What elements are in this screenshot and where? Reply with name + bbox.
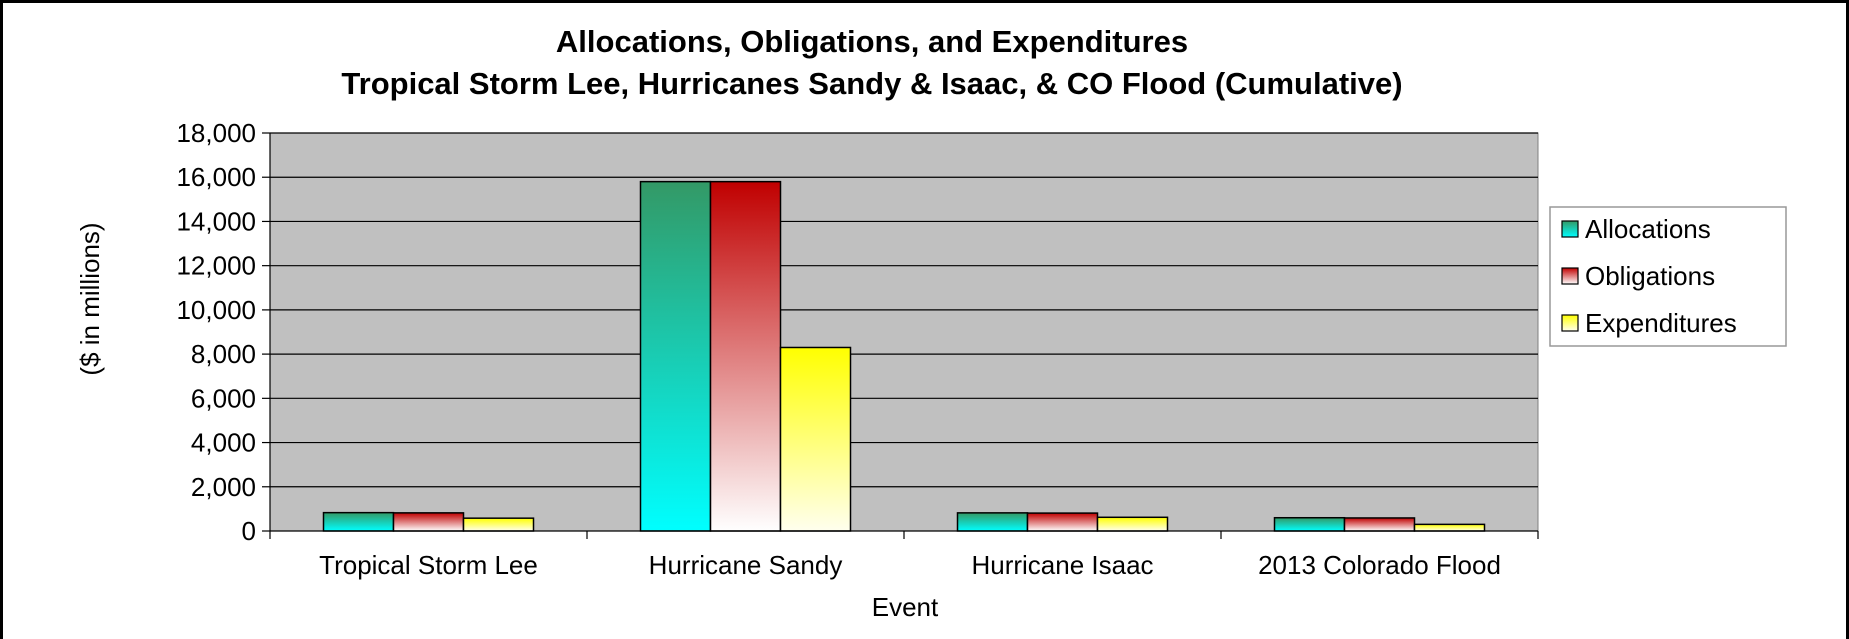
x-tick-label: Hurricane Sandy xyxy=(649,550,843,580)
bar-obligations-3 xyxy=(1343,517,1416,532)
legend-label-obligations: Obligations xyxy=(1585,261,1715,291)
legend-swatch-allocations xyxy=(1561,220,1579,238)
chart-title-line-2: Tropical Storm Lee, Hurricanes Sandy & I… xyxy=(341,66,1402,101)
bar-obligations-1 xyxy=(709,180,782,532)
chart-title-line-1: Allocations, Obligations, and Expenditur… xyxy=(556,24,1188,59)
legend-swatch-obligations xyxy=(1561,267,1579,285)
legend-box xyxy=(1549,206,1787,347)
x-tick-label: Hurricane Isaac xyxy=(971,550,1153,580)
y-tick-label: 2,000 xyxy=(191,472,256,502)
y-tick-label: 18,000 xyxy=(176,118,256,148)
bars xyxy=(322,180,1486,532)
y-tick-label: 4,000 xyxy=(191,428,256,458)
plot-area xyxy=(269,132,1539,532)
legend: Allocations Obligations Expenditures xyxy=(1549,206,1787,347)
x-axis-title: Event xyxy=(872,592,939,622)
x-tick-labels: Tropical Storm Lee Hurricane Sandy Hurrica… xyxy=(319,550,1501,580)
y-tick-label: 12,000 xyxy=(176,251,256,281)
legend-swatch-expenditures xyxy=(1561,314,1579,332)
y-axis-title: ($ in millions) xyxy=(75,222,105,375)
bar-expenditures-0 xyxy=(462,517,535,532)
x-tick-label: Tropical Storm Lee xyxy=(319,550,538,580)
gridlines xyxy=(270,132,1538,488)
y-tick-label: 0 xyxy=(242,516,256,546)
bar-obligations-2 xyxy=(1026,512,1099,532)
y-tick-labels: 0 2,000 4,000 6,000 8,000 10,000 12,000 14,000 1… xyxy=(176,118,256,546)
y-tick-label: 10,000 xyxy=(176,295,256,325)
bar-allocations-3 xyxy=(1273,516,1346,532)
bar-allocations-2 xyxy=(956,512,1029,532)
axes xyxy=(262,132,1539,539)
y-tick-label: 8,000 xyxy=(191,339,256,369)
bar-obligations-0 xyxy=(392,512,465,532)
bar-expenditures-3 xyxy=(1413,523,1486,532)
bar-allocations-0 xyxy=(322,511,395,532)
x-tick-label: 2013 Colorado Flood xyxy=(1258,550,1501,580)
y-tick-label: 16,000 xyxy=(176,162,256,192)
legend-label-expenditures: Expenditures xyxy=(1585,308,1737,338)
bar-allocations-1 xyxy=(639,180,712,532)
y-tick-label: 6,000 xyxy=(191,383,256,413)
legend-label-allocations: Allocations xyxy=(1585,214,1711,244)
bar-expenditures-2 xyxy=(1096,516,1169,532)
y-tick-label: 14,000 xyxy=(176,206,256,236)
bar-expenditures-1 xyxy=(779,346,852,532)
